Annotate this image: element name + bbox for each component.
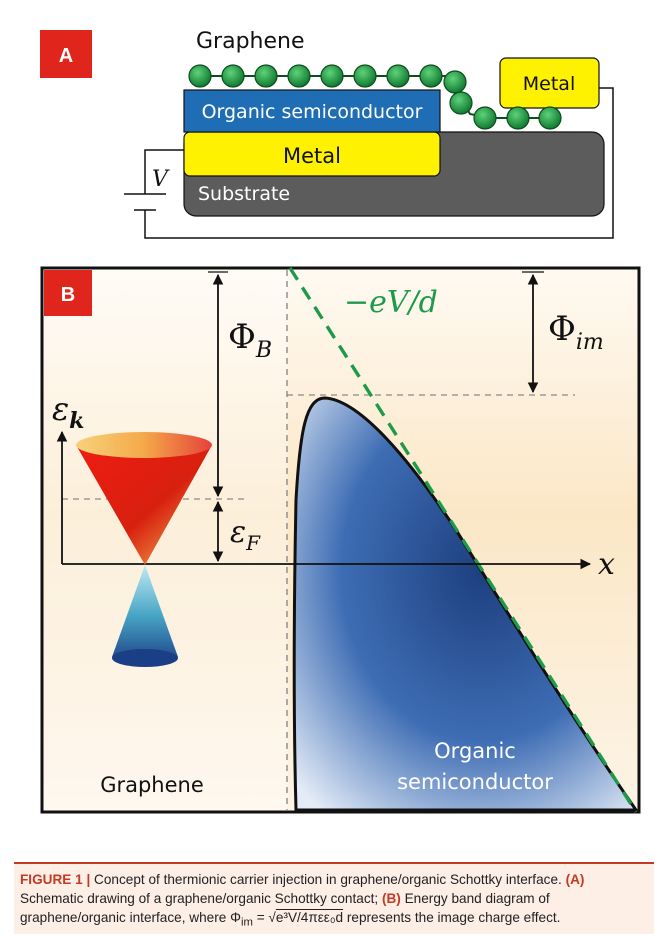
phi-im-label: Φim: [548, 309, 604, 355]
caption-eq-radicand: e³V/4πεε₀d: [275, 910, 344, 925]
circuit-wire-top: [144, 149, 184, 194]
graphene-region: [43, 269, 288, 811]
figure-caption: FIGURE 1 | Concept of thermionic carrier…: [14, 862, 654, 934]
eps-f-label: εF: [230, 515, 261, 555]
slope-label: −eV/d: [344, 285, 438, 320]
substrate-label: Substrate: [198, 183, 290, 205]
organic-label-a: Organic semiconductor: [202, 101, 423, 123]
caption-phi-sub: im: [240, 916, 253, 929]
panel-b: B ΦB εF εk Φim −eV/d: [40, 266, 641, 814]
organic-band: [292, 396, 639, 812]
eps-k-label: εk: [52, 390, 84, 434]
caption-a-ref: (A): [565, 872, 585, 887]
figure-1: A Graphene V Substrate Metal Organic sem…: [14, 8, 654, 814]
graphene-label-b: Graphene: [100, 773, 204, 797]
caption-figure-number: FIGURE 1 |: [20, 872, 91, 887]
phi-b-label: ΦB: [228, 317, 272, 363]
conduction-cone-top: [76, 432, 212, 458]
caption-text-3: Energy band diagram of graphene/organic …: [20, 891, 550, 925]
valence-cone-bottom: [112, 649, 178, 667]
panel-a: A Graphene V Substrate Metal Organic sem…: [14, 8, 654, 254]
organic-label-b-1: Organic: [434, 739, 516, 763]
metal-label-right: Metal: [523, 73, 575, 95]
panel-a-label-box: [40, 30, 92, 78]
graphene-label-a: Graphene: [196, 29, 305, 54]
caption-text-1: Concept of thermionic carrier injection …: [90, 872, 566, 887]
circuit-wire: [144, 87, 614, 239]
organic-layer: [183, 89, 441, 133]
conduction-cone: [76, 445, 212, 565]
potential-slope-line: [288, 267, 638, 813]
caption-text: FIGURE 1 | Concept of thermionic carrier…: [20, 870, 650, 933]
organic-label-b-2: semiconductor: [397, 770, 553, 794]
caption-eq-mid: = √: [252, 910, 276, 925]
metal-label-left: Metal: [283, 144, 341, 168]
caption-text-4: represents the image charge effect.: [343, 910, 561, 925]
x-axis-label: x: [598, 547, 615, 582]
caption-b-ref: (B): [381, 891, 401, 906]
panel-b-label-box: [44, 270, 92, 316]
panel-b-label: B: [61, 284, 75, 306]
graphene-sheet: [188, 64, 562, 130]
panel-a-label: A: [59, 45, 73, 67]
valence-cone: [112, 565, 178, 665]
caption-phi: Φ: [230, 910, 241, 925]
caption-text-2: Schematic drawing of a graphene/organic …: [20, 891, 382, 906]
voltage-label: V: [152, 167, 170, 192]
